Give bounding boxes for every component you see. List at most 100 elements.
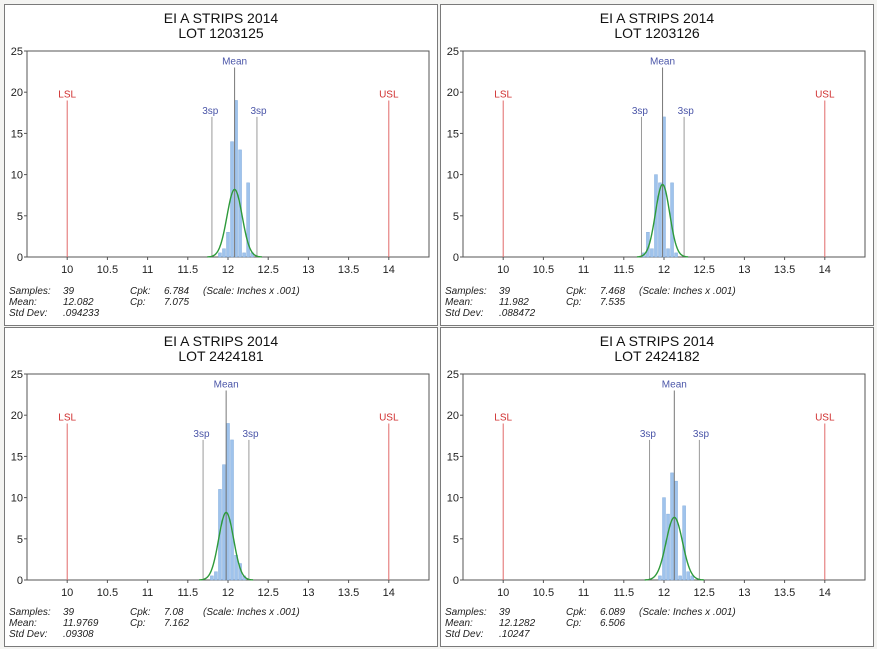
lsl-label: LSL [58, 412, 76, 423]
upper-3sp-label: 3sp [250, 106, 267, 117]
histogram-bar [218, 252, 222, 258]
cp-value: 7.162 [164, 618, 190, 629]
cpk-value: 6.784 [164, 286, 190, 297]
x-tick-label: 13.5 [774, 264, 795, 276]
lsl-label: LSL [494, 412, 512, 423]
cpk-value: 7.468 [600, 286, 626, 297]
histogram-bar [650, 248, 654, 258]
x-tick-label: 11 [578, 587, 589, 599]
x-tick-label: 12.5 [257, 264, 278, 276]
y-tick-label: 0 [17, 252, 23, 264]
lower-3sp-label: 3sp [632, 106, 649, 117]
histogram-bar [210, 575, 214, 581]
histogram-chart: 0 5 10 15 20 25 10 10.5 11 11.5 12 12.5 13 13.5 14 LSL U… [11, 46, 430, 276]
mean-label: Mean [222, 56, 247, 67]
std-label: Std Dev: [445, 629, 484, 640]
x-tick-label: 14 [819, 587, 831, 599]
histogram-bar [678, 575, 682, 581]
mean-stat-value: 12.082 [63, 297, 94, 308]
y-tick-label: 25 [11, 46, 23, 58]
histogram-bar [246, 182, 250, 258]
y-tick-label: 15 [11, 451, 23, 463]
y-tick-label: 25 [11, 369, 23, 381]
y-tick-label: 10 [11, 493, 23, 505]
x-tick-label: 13 [302, 587, 314, 599]
y-tick-label: 20 [447, 410, 459, 422]
std-value: .094233 [63, 308, 100, 319]
y-tick-label: 20 [11, 410, 23, 422]
x-tick-label: 12.5 [693, 264, 714, 276]
cpk-label: Cpk: [130, 607, 151, 618]
histogram-chart: 0 5 10 15 20 25 10 10.5 11 11.5 12 12.5 13 13.5 14 LSL U… [447, 46, 866, 276]
histogram-bar [226, 423, 230, 581]
y-tick-label: 5 [453, 211, 459, 223]
std-label: Std Dev: [9, 629, 48, 640]
cpk-label: Cpk: [566, 607, 587, 618]
scale-note: (Scale: Inches x .001) [639, 607, 736, 618]
upper-3sp-label: 3sp [678, 106, 695, 117]
x-tick-label: 10 [497, 587, 509, 599]
x-tick-label: 11.5 [614, 264, 635, 276]
y-tick-label: 10 [11, 170, 23, 182]
mean-label: Mean [662, 379, 687, 390]
usl-label: USL [815, 412, 835, 423]
samples-value: 39 [63, 286, 75, 297]
x-tick-label: 12.5 [693, 587, 714, 599]
y-tick-label: 0 [453, 252, 459, 264]
std-value: .088472 [499, 308, 536, 319]
histogram-bar [662, 497, 666, 581]
std-label: Std Dev: [9, 308, 48, 319]
stats-block: Samples: 39 Cpk: 7.468 (Scale: Inches x … [445, 286, 865, 325]
mean-stat-value: 11.9769 [63, 618, 99, 629]
x-tick-label: 12 [658, 264, 670, 276]
histogram-panel-lot-1203126: EI A STRIPS 2014 LOT 1203126 0 5 10 15 20 25 1… [440, 4, 874, 326]
samples-label: Samples: [9, 286, 51, 297]
histogram-panel-lot-2424181: EI A STRIPS 2014 LOT 2424181 0 5 10 15 20 25 1… [4, 327, 438, 647]
mean-stat-label: Mean: [9, 297, 37, 308]
samples-value: 39 [499, 607, 511, 618]
x-tick-label: 12 [222, 264, 234, 276]
histogram-bar [658, 182, 662, 258]
normal-curve [207, 188, 262, 258]
std-label: Std Dev: [445, 308, 484, 319]
histogram-bar [690, 575, 694, 581]
y-tick-label: 15 [447, 128, 459, 140]
chart-subtitle: LOT 1203125 [178, 25, 264, 41]
y-tick-label: 5 [17, 534, 23, 546]
upper-3sp-label: 3sp [693, 429, 710, 440]
mean-stat-value: 12.1282 [499, 618, 536, 629]
x-tick-label: 11.5 [178, 264, 199, 276]
cp-label: Cp: [566, 618, 582, 629]
cp-label: Cp: [130, 297, 146, 308]
histogram-bar [686, 571, 690, 581]
y-tick-label: 0 [17, 575, 23, 587]
x-tick-label: 14 [383, 587, 395, 599]
y-tick-label: 15 [11, 128, 23, 140]
chart-title: EI A STRIPS 2014 [163, 333, 279, 349]
histogram-bar [222, 464, 226, 581]
x-tick-label: 10 [61, 264, 73, 276]
x-tick-label: 13 [302, 264, 314, 276]
stats-block: Samples: 39 Cpk: 6.784 (Scale: Inches x … [9, 286, 429, 325]
chart-title: EI A STRIPS 2014 [599, 10, 715, 26]
y-tick-label: 20 [447, 87, 459, 99]
cp-value: 7.075 [164, 297, 190, 308]
usl-label: USL [379, 412, 399, 423]
upper-3sp-label: 3sp [242, 429, 259, 440]
x-tick-label: 12 [222, 587, 234, 599]
histogram-panel-lot-2424182: EI A STRIPS 2014 LOT 2424182 0 5 10 15 20 25 1… [440, 327, 874, 647]
cpk-label: Cpk: [130, 286, 151, 297]
std-value: .10247 [499, 629, 530, 640]
samples-value: 39 [63, 607, 75, 618]
chart-title: EI A STRIPS 2014 [599, 333, 715, 349]
samples-value: 39 [499, 286, 511, 297]
scale-note: (Scale: Inches x .001) [203, 286, 300, 297]
scale-note: (Scale: Inches x .001) [203, 607, 300, 618]
x-tick-label: 11 [142, 587, 153, 599]
x-tick-label: 13 [738, 587, 750, 599]
lower-3sp-label: 3sp [640, 429, 657, 440]
cp-value: 7.535 [600, 297, 626, 308]
x-tick-label: 10.5 [97, 587, 118, 599]
histogram-bar [670, 472, 674, 581]
mean-stat-label: Mean: [445, 618, 473, 629]
